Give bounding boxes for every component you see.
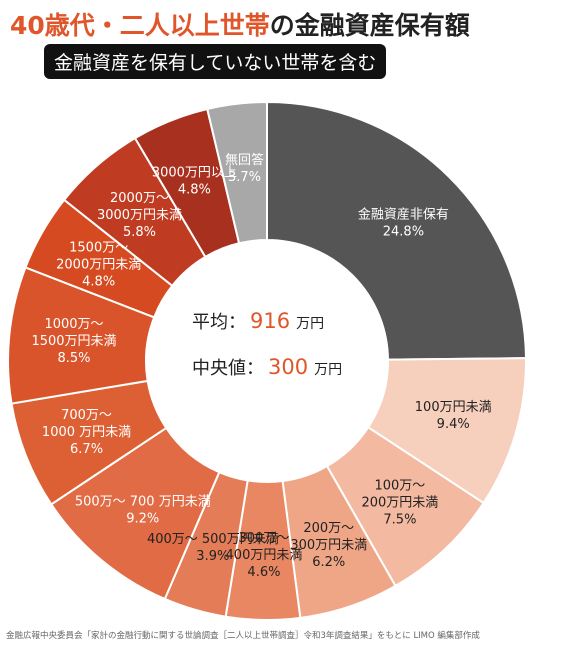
average-value: 916 — [250, 309, 290, 333]
slice-label-line: 500万～ 700 万円未満 — [75, 495, 211, 510]
slice-label-4: 300万～ 400万円未満 4.6% — [226, 531, 303, 580]
median-value: 300 — [268, 355, 308, 379]
slice-12 — [206, 100, 268, 245]
slice-label-line: 1500万～ — [69, 241, 128, 256]
slice-label-line: 2000万円未満 — [56, 258, 141, 273]
median-sep: ： — [246, 358, 264, 379]
slice-label-line: 2000万～ — [110, 191, 169, 206]
slice-label-line: 金融資産非保有 — [358, 207, 449, 223]
slice-label-line: 700万～ — [61, 408, 112, 423]
slice-label-line: 4.8% — [82, 275, 115, 290]
slice-label-line: 6.7% — [70, 442, 103, 457]
slice-label-line: 300万円未満 — [290, 538, 367, 553]
slice-label-2: 100万～ 200万円未満 7.5% — [361, 478, 438, 527]
slice-label-line: 9.4% — [437, 417, 470, 432]
slice-label-line: 8.5% — [57, 351, 90, 366]
slice-label-line: 400万円未満 — [226, 548, 303, 563]
slice-label-line: 3.9% — [196, 549, 229, 564]
median-unit: 万円 — [314, 362, 342, 378]
slice-label-0: 金融資産非保有 24.8% — [358, 207, 449, 240]
slice-label-line: 6.2% — [312, 555, 345, 570]
median-label: 中央値 — [192, 358, 246, 379]
slice-label-line: 100万円未満 — [415, 400, 492, 415]
slice-label-line: 300万～ — [239, 531, 290, 546]
slice-label-3: 200万～ 300万円未満 6.2% — [290, 521, 367, 570]
slices-group — [7, 100, 527, 621]
slice-label-1: 100万円未満 9.4% — [415, 400, 492, 432]
slice-label-line: 3.7% — [228, 170, 261, 185]
title-accent: 40歳代・二人以上世帯 — [10, 11, 270, 40]
slice-label-line: 4.8% — [178, 183, 211, 198]
slice-label-line: 無回答 — [225, 152, 264, 168]
center-summary: 平均： 916 万円 中央値： 300 万円 — [192, 309, 342, 379]
slice-label-12: 無回答 3.7% — [225, 152, 264, 185]
slice-label-10: 2000万～ 3000万円未満 5.8% — [97, 191, 182, 240]
slice-label-line: 3000万円以上 — [152, 166, 237, 181]
slice-label-line: 24.8% — [383, 225, 424, 240]
slice-label-11: 3000万円以上 4.8% — [152, 166, 237, 198]
slice-label-line: 100万～ — [374, 478, 425, 493]
slice-label-line: 7.5% — [383, 512, 416, 527]
slice-label-line: 1000 万円未満 — [42, 425, 131, 440]
slice-label-line: 200万～ — [303, 521, 354, 536]
average-label: 平均 — [192, 312, 228, 333]
svg-text:中央値：300万円: 中央値： 300 万円 — [192, 355, 342, 379]
slice-label-line: 4.6% — [247, 565, 280, 580]
slice-label-9: 1500万～ 2000万円未満 4.8% — [56, 241, 141, 290]
slice-label-line: 400万～ 500万円未満 — [147, 532, 279, 547]
slice-label-7: 700万～ 1000 万円未満 6.7% — [42, 408, 131, 457]
average-unit: 万円 — [296, 316, 324, 332]
slice-label-line: 1000万～ — [44, 317, 103, 332]
slice-label-8: 1000万～ 1500万円未満 8.5% — [31, 317, 116, 366]
source-note: 金融広報中央委員会「家計の金融行動に関する世論調査［二人以上世帯調査］令和3年調… — [6, 631, 480, 641]
title-rest: の金融資産保有額 — [269, 11, 470, 40]
slice-label-5: 400万～ 500万円未満 3.9% — [147, 532, 279, 564]
slice-label-line: 3000万円未満 — [97, 208, 182, 223]
slice-0 — [266, 100, 527, 361]
chart-title: 40歳代・二人以上世帯の金融資産保有額 — [10, 6, 470, 42]
slice-label-line: 9.2% — [126, 512, 159, 527]
slice-label-line: 1500万円未満 — [31, 334, 116, 349]
subtitle-badge: 金融資産を保有していない世帯を含む — [44, 44, 387, 79]
average-sep: ： — [228, 312, 246, 333]
slice-label-line: 5.8% — [123, 225, 156, 240]
labels-group: 金融資産非保有 24.8% 100万円未満 9.4% 100万～ 200万円未満 7.5% 2… — [31, 152, 491, 580]
slice-label-6: 500万～ 700 万円未満 9.2% — [75, 495, 211, 527]
slice-label-line: 200万円未満 — [361, 495, 438, 510]
